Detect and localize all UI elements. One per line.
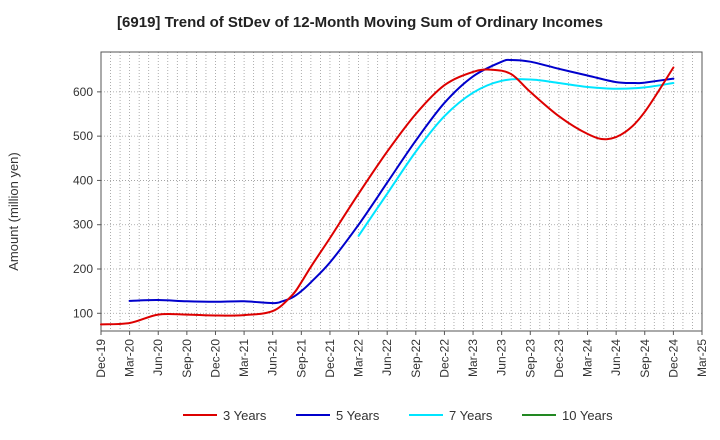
x-tick-label: Mar-20 bbox=[123, 339, 137, 377]
y-axis-title: Amount (million yen) bbox=[6, 152, 21, 271]
x-tick-label: Sep-21 bbox=[294, 339, 308, 378]
y-tick-label: 600 bbox=[73, 85, 93, 99]
x-tick-label: Sep-22 bbox=[409, 339, 423, 378]
x-tick-label: Dec-20 bbox=[208, 339, 222, 378]
plot-frame bbox=[100, 51, 703, 332]
x-tick-label: Jun-20 bbox=[151, 339, 165, 376]
plot-area bbox=[101, 52, 702, 331]
x-tick-label: Jun-23 bbox=[495, 339, 509, 376]
series-line-5-years bbox=[128, 58, 675, 305]
y-tick-label: 500 bbox=[73, 129, 93, 143]
x-tick-label: Sep-24 bbox=[638, 339, 652, 378]
y-tick-label: 400 bbox=[73, 173, 93, 187]
x-tick-label: Sep-23 bbox=[523, 339, 537, 378]
chart-title: [6919] Trend of StDev of 12-Month Moving… bbox=[117, 14, 603, 31]
x-tick-label: Dec-21 bbox=[323, 339, 337, 378]
x-tick-label: Sep-20 bbox=[180, 339, 194, 378]
x-tick-label: Jun-22 bbox=[380, 339, 394, 376]
legend-label-7-years: 7 Years bbox=[449, 408, 493, 423]
x-tick-label: Mar-21 bbox=[237, 339, 251, 377]
legend-label-3-years: 3 Years bbox=[223, 408, 267, 423]
x-tick-label: Dec-24 bbox=[666, 339, 680, 378]
legend-label-5-years: 5 Years bbox=[336, 408, 380, 423]
series-line-7-years bbox=[357, 78, 675, 237]
x-tick-label: Dec-23 bbox=[552, 339, 566, 378]
x-tick-label: Mar-22 bbox=[352, 339, 366, 377]
x-tick-label: Jun-24 bbox=[609, 339, 623, 376]
y-tick-label: 200 bbox=[73, 262, 93, 276]
series-line-3-years bbox=[100, 66, 675, 326]
x-tick-label: Jun-21 bbox=[266, 339, 280, 376]
x-tick-label: Mar-25 bbox=[695, 339, 709, 377]
y-tick-label: 100 bbox=[73, 306, 93, 320]
legend-label-10-years: 10 Years bbox=[562, 408, 613, 423]
x-tick-label: Mar-24 bbox=[581, 339, 595, 377]
x-tick-label: Dec-22 bbox=[437, 339, 451, 378]
x-tick-label: Dec-19 bbox=[94, 339, 108, 378]
y-tick-label: 300 bbox=[73, 218, 93, 232]
x-tick-label: Mar-23 bbox=[466, 339, 480, 377]
